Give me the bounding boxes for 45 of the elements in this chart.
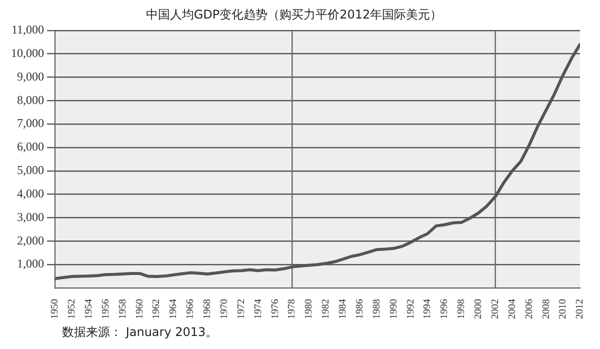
x-tick-label: 1950 bbox=[50, 299, 61, 319]
x-tick-label: 1976 bbox=[270, 299, 281, 319]
source-note: 数据来源： January 2013。 bbox=[62, 324, 219, 341]
y-tick-label: 2,000 bbox=[17, 233, 44, 248]
y-tick-label: 4,000 bbox=[17, 186, 44, 200]
x-tick-label: 1988 bbox=[371, 299, 382, 319]
x-tick-label: 1972 bbox=[236, 299, 247, 319]
x-tick-label: 1984 bbox=[338, 299, 349, 319]
x-tick-label: 2006 bbox=[524, 299, 535, 319]
x-tick-label: 1982 bbox=[320, 299, 332, 319]
x-tick-label: 1996 bbox=[439, 299, 450, 319]
x-tick-label: 1980 bbox=[304, 299, 315, 319]
x-tick-label: 1958 bbox=[117, 299, 128, 319]
y-tick-label: 11,000 bbox=[11, 22, 44, 37]
x-tick-label: 1962 bbox=[151, 299, 162, 319]
x-tick-label: 2004 bbox=[506, 299, 518, 319]
chart-title: 中国人均GDP变化趋势（购买力平价2012年国际美元） bbox=[146, 7, 442, 22]
x-tick-label: 1966 bbox=[185, 299, 196, 319]
y-tick-label: 3,000 bbox=[17, 210, 44, 224]
x-tick-label: 1994 bbox=[422, 299, 434, 319]
x-tick-label: 2000 bbox=[473, 299, 484, 319]
x-tick-label: 1978 bbox=[286, 299, 298, 319]
x-tick-label: 1956 bbox=[100, 299, 112, 319]
x-tick-label: 1964 bbox=[168, 299, 180, 319]
y-tick-label: 5,000 bbox=[17, 163, 44, 178]
y-tick-label: 7,000 bbox=[17, 116, 44, 130]
x-tick-label: 1986 bbox=[354, 299, 366, 319]
x-tick-label: 1952 bbox=[66, 299, 78, 319]
y-tick-label: 10,000 bbox=[11, 46, 44, 60]
x-tick-label: 1960 bbox=[134, 299, 146, 319]
x-tick-label: 2002 bbox=[490, 299, 501, 319]
x-tick-label: 1970 bbox=[218, 299, 230, 319]
x-tick-label: 1998 bbox=[456, 299, 468, 319]
x-tick-label: 1954 bbox=[83, 299, 94, 319]
x-tick-label: 1974 bbox=[252, 299, 264, 319]
y-tick-label: 6,000 bbox=[17, 140, 44, 154]
x-tick-label: 1968 bbox=[202, 299, 214, 319]
x-tick-label: 2008 bbox=[540, 299, 552, 319]
y-tick-label: 8,000 bbox=[17, 92, 44, 107]
y-tick-label: 9,000 bbox=[17, 69, 44, 84]
x-tick-label: 2010 bbox=[558, 299, 569, 319]
x-tick-label: 1992 bbox=[405, 299, 416, 319]
x-tick-label: 1990 bbox=[388, 299, 400, 319]
x-tick-label: 2012 bbox=[574, 299, 586, 319]
y-tick-label: 1,000 bbox=[17, 256, 44, 271]
